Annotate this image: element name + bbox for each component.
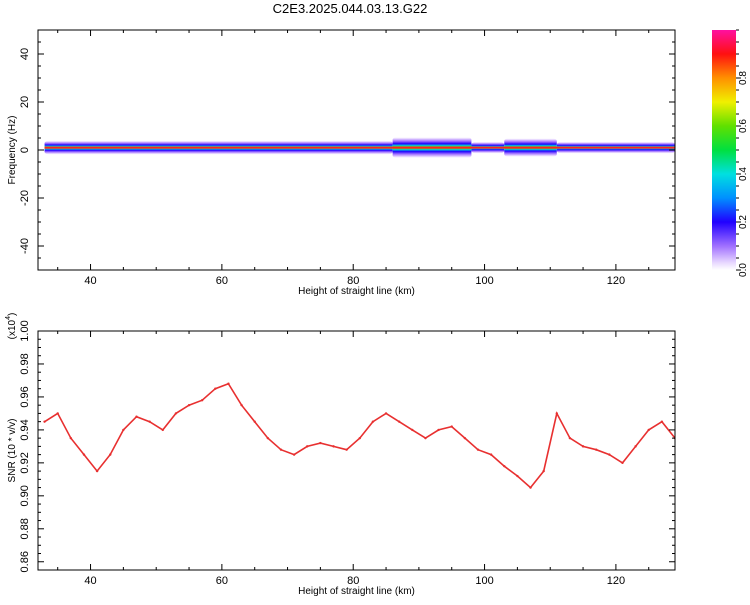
- colorbar-tick-label: 0.2: [738, 215, 749, 229]
- snr-data-point: [69, 436, 73, 440]
- heatmap-y-tick-label: 40: [19, 48, 31, 60]
- snr-data-point: [568, 436, 572, 440]
- snr-series-group: [43, 382, 675, 489]
- snr-data-point: [542, 469, 545, 473]
- snr-series-line: [44, 382, 675, 489]
- snr-x-tick-label: 120: [607, 575, 625, 587]
- snr-y-tick-label: 0.92: [19, 452, 31, 473]
- snr-frame: [37, 330, 676, 571]
- snr-data-point: [240, 403, 243, 407]
- snr-data-point: [332, 445, 335, 448]
- snr-data-point: [621, 461, 624, 465]
- snr-data-point: [358, 436, 361, 440]
- snr-x-tick-label: 60: [216, 575, 228, 587]
- snr-data-point: [266, 436, 270, 440]
- heatmap-x-tick-label: 80: [347, 275, 359, 287]
- snr-data-point: [489, 453, 493, 456]
- heatmap-x-axis-label: Height of straight line (km): [298, 286, 415, 297]
- snr-data-point: [581, 445, 585, 448]
- figure-title: C2E3.2025.044.03.13.G22: [273, 1, 428, 16]
- snr-y-tick-label: 0.96: [19, 386, 31, 407]
- snr-line-plot: 40 60 80 100 120 0.86 0.88 0.90 0.92 0.94 0.96 0.98…: [5, 313, 676, 597]
- snr-data-point: [279, 448, 283, 451]
- snr-y-tick-label: 0.90: [19, 485, 31, 506]
- snr-data-point: [476, 448, 480, 451]
- colorbar-tick-label: 0.6: [738, 119, 749, 133]
- snr-x-tick-label: 40: [84, 575, 96, 587]
- snr-x-axis-label: Height of straight line (km): [298, 586, 415, 597]
- heatmap-band-group: [44, 136, 675, 159]
- snr-data-point: [345, 448, 348, 451]
- snr-data-point: [319, 441, 322, 445]
- snr-data-point: [660, 420, 664, 423]
- snr-data-point: [384, 412, 388, 415]
- snr-y-tick-label: 0.98: [19, 353, 31, 374]
- heatmap-y-tick-label: 20: [19, 96, 31, 108]
- snr-y-axis-label: SNR (10 * v/v): [7, 419, 18, 483]
- snr-data-point: [95, 469, 99, 473]
- snr-y-scale-label: (x104): [5, 313, 18, 340]
- snr-y-scale-close: ): [7, 313, 18, 316]
- snr-data-point: [56, 412, 59, 415]
- snr-y-tick-label: 0.86: [19, 551, 31, 572]
- heatmap-x-tick-label: 60: [216, 275, 228, 287]
- colorbar: 0.00.20.40.60.8Normalized spectral ampli…: [712, 29, 749, 277]
- snr-data-point: [227, 382, 230, 385]
- heatmap-y-tick-label: -20: [19, 190, 31, 206]
- heatmap-x-tick-label: 100: [475, 275, 493, 287]
- snr-data-point: [424, 436, 427, 440]
- colorbar-tick-label: 0.8: [738, 71, 749, 85]
- snr-data-point: [174, 412, 178, 415]
- snr-y-tick-label: 1.00: [19, 320, 31, 341]
- snr-data-point: [450, 425, 453, 428]
- snr-y-tick-label: 0.88: [19, 518, 31, 539]
- snr-data-point: [503, 464, 506, 468]
- snr-data-point: [187, 403, 191, 407]
- snr-data-point: [463, 436, 467, 440]
- snr-data-point: [411, 428, 414, 432]
- snr-data-point: [43, 420, 46, 423]
- snr-y-scale-base: (x10: [7, 319, 18, 339]
- snr-x-tick-label: 100: [475, 575, 493, 587]
- snr-data-point: [109, 453, 112, 456]
- snr-data-point: [122, 428, 125, 432]
- snr-x-tick-label: 80: [347, 575, 359, 587]
- snr-data-point: [214, 387, 217, 390]
- snr-data-point: [555, 412, 558, 415]
- snr-data-point: [135, 415, 138, 418]
- colorbar-tick-label: 0.4: [738, 167, 749, 181]
- snr-data-point: [253, 420, 256, 423]
- snr-data-point: [594, 448, 598, 451]
- snr-data-point: [437, 428, 440, 432]
- heatmap-y-tick-label: -40: [19, 238, 31, 254]
- snr-data-point: [292, 453, 296, 456]
- heatmap-y-tick-label: 0: [19, 147, 31, 153]
- snr-data-point: [306, 445, 309, 448]
- snr-data-point: [634, 445, 637, 448]
- snr-data-point: [397, 420, 401, 423]
- heatmap-y-axis-label: Frequency (Hz): [7, 116, 18, 185]
- snr-y-tick-label: 0.94: [19, 419, 31, 440]
- snr-data-point: [529, 486, 532, 489]
- snr-y-scale-exp: 4: [5, 316, 12, 320]
- snr-data-point: [371, 420, 375, 423]
- snr-data-point: [608, 453, 611, 456]
- colorbar-tick-label: 0.0: [738, 263, 749, 277]
- heatmap-plot: 40 60 80 100 120 -40 -20 0 20 40 Height of straigh…: [7, 29, 676, 297]
- snr-data-point: [516, 474, 519, 478]
- snr-data-point: [82, 453, 86, 456]
- heatmap-x-tick-label: 40: [84, 275, 96, 287]
- snr-data-point: [647, 428, 650, 432]
- snr-data-point: [148, 420, 151, 423]
- snr-data-point: [200, 399, 204, 402]
- snr-data-point: [161, 428, 164, 432]
- colorbar-gradient: [712, 30, 736, 270]
- heatmap-x-tick-label: 120: [607, 275, 625, 287]
